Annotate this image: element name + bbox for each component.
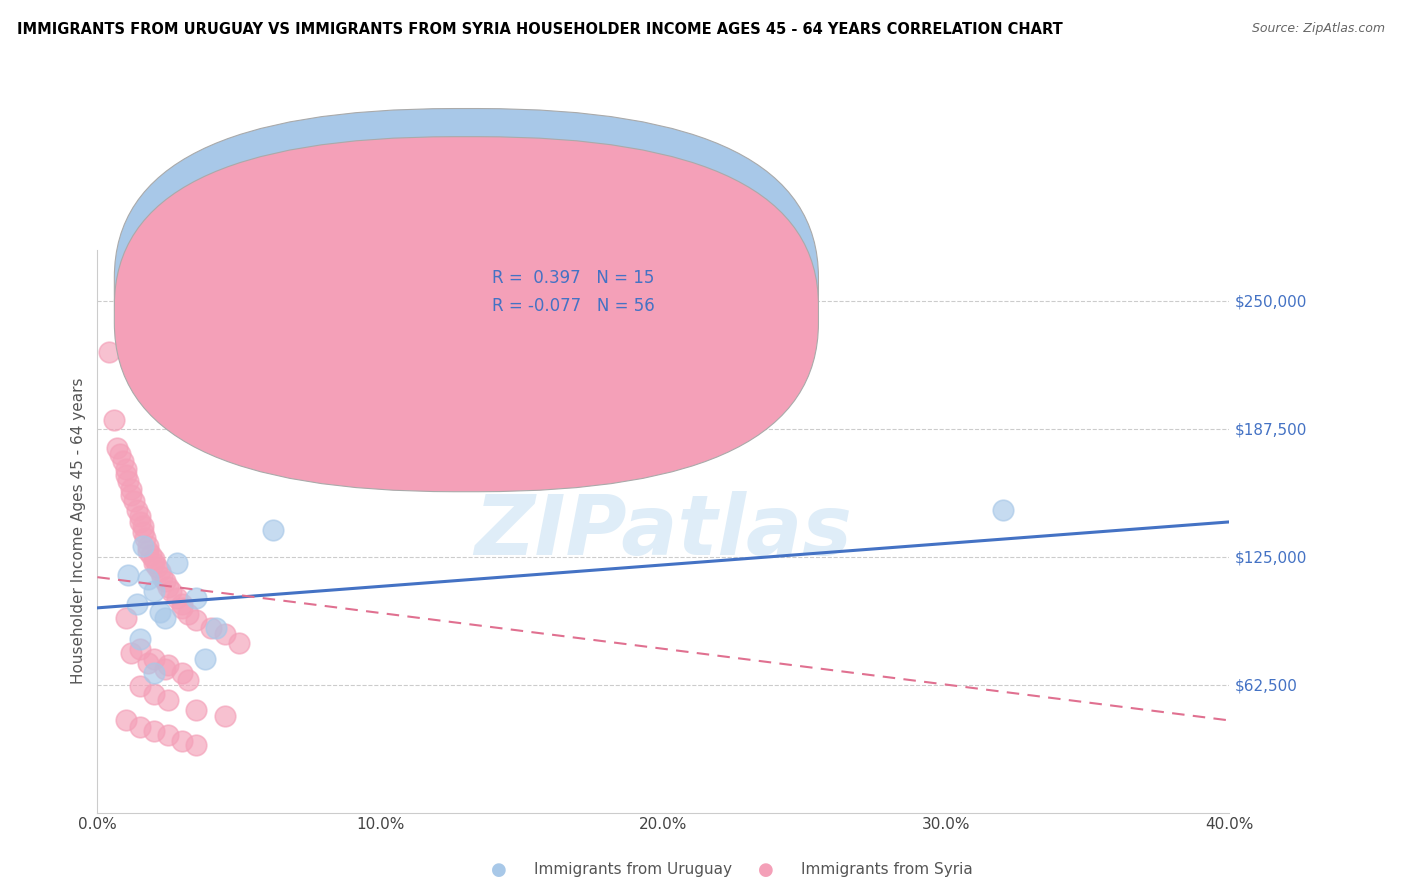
Point <box>186 591 208 605</box>
Point <box>214 627 236 641</box>
Point <box>155 662 177 676</box>
Point <box>155 574 177 589</box>
Point <box>142 723 165 738</box>
Point <box>142 556 165 570</box>
FancyBboxPatch shape <box>426 258 697 343</box>
Point <box>117 474 139 488</box>
Point <box>194 652 217 666</box>
Point <box>120 488 142 502</box>
Point <box>157 728 180 742</box>
Point <box>142 687 165 701</box>
Point <box>139 548 162 562</box>
Point <box>122 494 145 508</box>
Point <box>214 709 236 723</box>
Point <box>172 666 194 681</box>
Point <box>177 673 200 687</box>
FancyBboxPatch shape <box>114 109 818 464</box>
Point <box>991 502 1014 516</box>
Point <box>142 666 165 681</box>
Text: Immigrants from Syria: Immigrants from Syria <box>801 863 973 877</box>
Text: R =  0.397   N = 15: R = 0.397 N = 15 <box>492 268 655 287</box>
Point <box>117 568 139 582</box>
Point <box>172 600 194 615</box>
Point <box>228 635 250 649</box>
Text: IMMIGRANTS FROM URUGUAY VS IMMIGRANTS FROM SYRIA HOUSEHOLDER INCOME AGES 45 - 64: IMMIGRANTS FROM URUGUAY VS IMMIGRANTS FR… <box>17 22 1063 37</box>
Point <box>97 345 120 359</box>
Point <box>142 584 165 599</box>
Point <box>131 519 153 533</box>
Point <box>131 540 153 554</box>
Point <box>128 508 150 523</box>
Point <box>125 597 148 611</box>
Point <box>120 646 142 660</box>
Point <box>103 412 125 426</box>
Point <box>136 543 159 558</box>
Point <box>186 613 208 627</box>
Point <box>262 523 284 537</box>
Point <box>134 531 156 545</box>
Point <box>120 482 142 496</box>
Point <box>177 607 200 621</box>
Point <box>166 556 188 570</box>
Point <box>166 591 188 605</box>
Point <box>200 621 222 635</box>
Point <box>172 597 194 611</box>
Point <box>157 658 180 673</box>
Point <box>105 441 128 455</box>
Point <box>142 652 165 666</box>
Point <box>157 693 180 707</box>
Point <box>114 467 136 482</box>
Point <box>136 572 159 586</box>
Point <box>149 605 172 619</box>
Point <box>146 560 169 574</box>
Point <box>114 611 136 625</box>
Point <box>128 641 150 656</box>
Point <box>128 679 150 693</box>
Text: ●: ● <box>758 861 775 879</box>
Point <box>128 720 150 734</box>
Point <box>186 703 208 717</box>
Point <box>128 515 150 529</box>
Point <box>172 734 194 748</box>
Point <box>152 570 174 584</box>
Point <box>114 714 136 728</box>
Point <box>114 461 136 475</box>
Point <box>205 621 228 635</box>
Point <box>136 540 159 554</box>
Text: Immigrants from Uruguay: Immigrants from Uruguay <box>534 863 733 877</box>
Point <box>136 656 159 670</box>
Text: ●: ● <box>491 861 508 879</box>
Text: ZIPatlas: ZIPatlas <box>474 491 852 572</box>
Point <box>108 447 131 461</box>
Text: Source: ZipAtlas.com: Source: ZipAtlas.com <box>1251 22 1385 36</box>
Point <box>142 551 165 566</box>
Point <box>111 453 134 467</box>
Point <box>160 584 183 599</box>
Point <box>125 502 148 516</box>
Y-axis label: Householder Income Ages 45 - 64 years: Householder Income Ages 45 - 64 years <box>72 378 86 684</box>
Point <box>131 525 153 540</box>
Text: R = -0.077   N = 56: R = -0.077 N = 56 <box>492 297 655 315</box>
Point <box>186 738 208 752</box>
Point <box>155 611 177 625</box>
Point <box>149 564 172 578</box>
Point <box>157 581 180 595</box>
Point <box>128 632 150 646</box>
FancyBboxPatch shape <box>114 136 818 491</box>
